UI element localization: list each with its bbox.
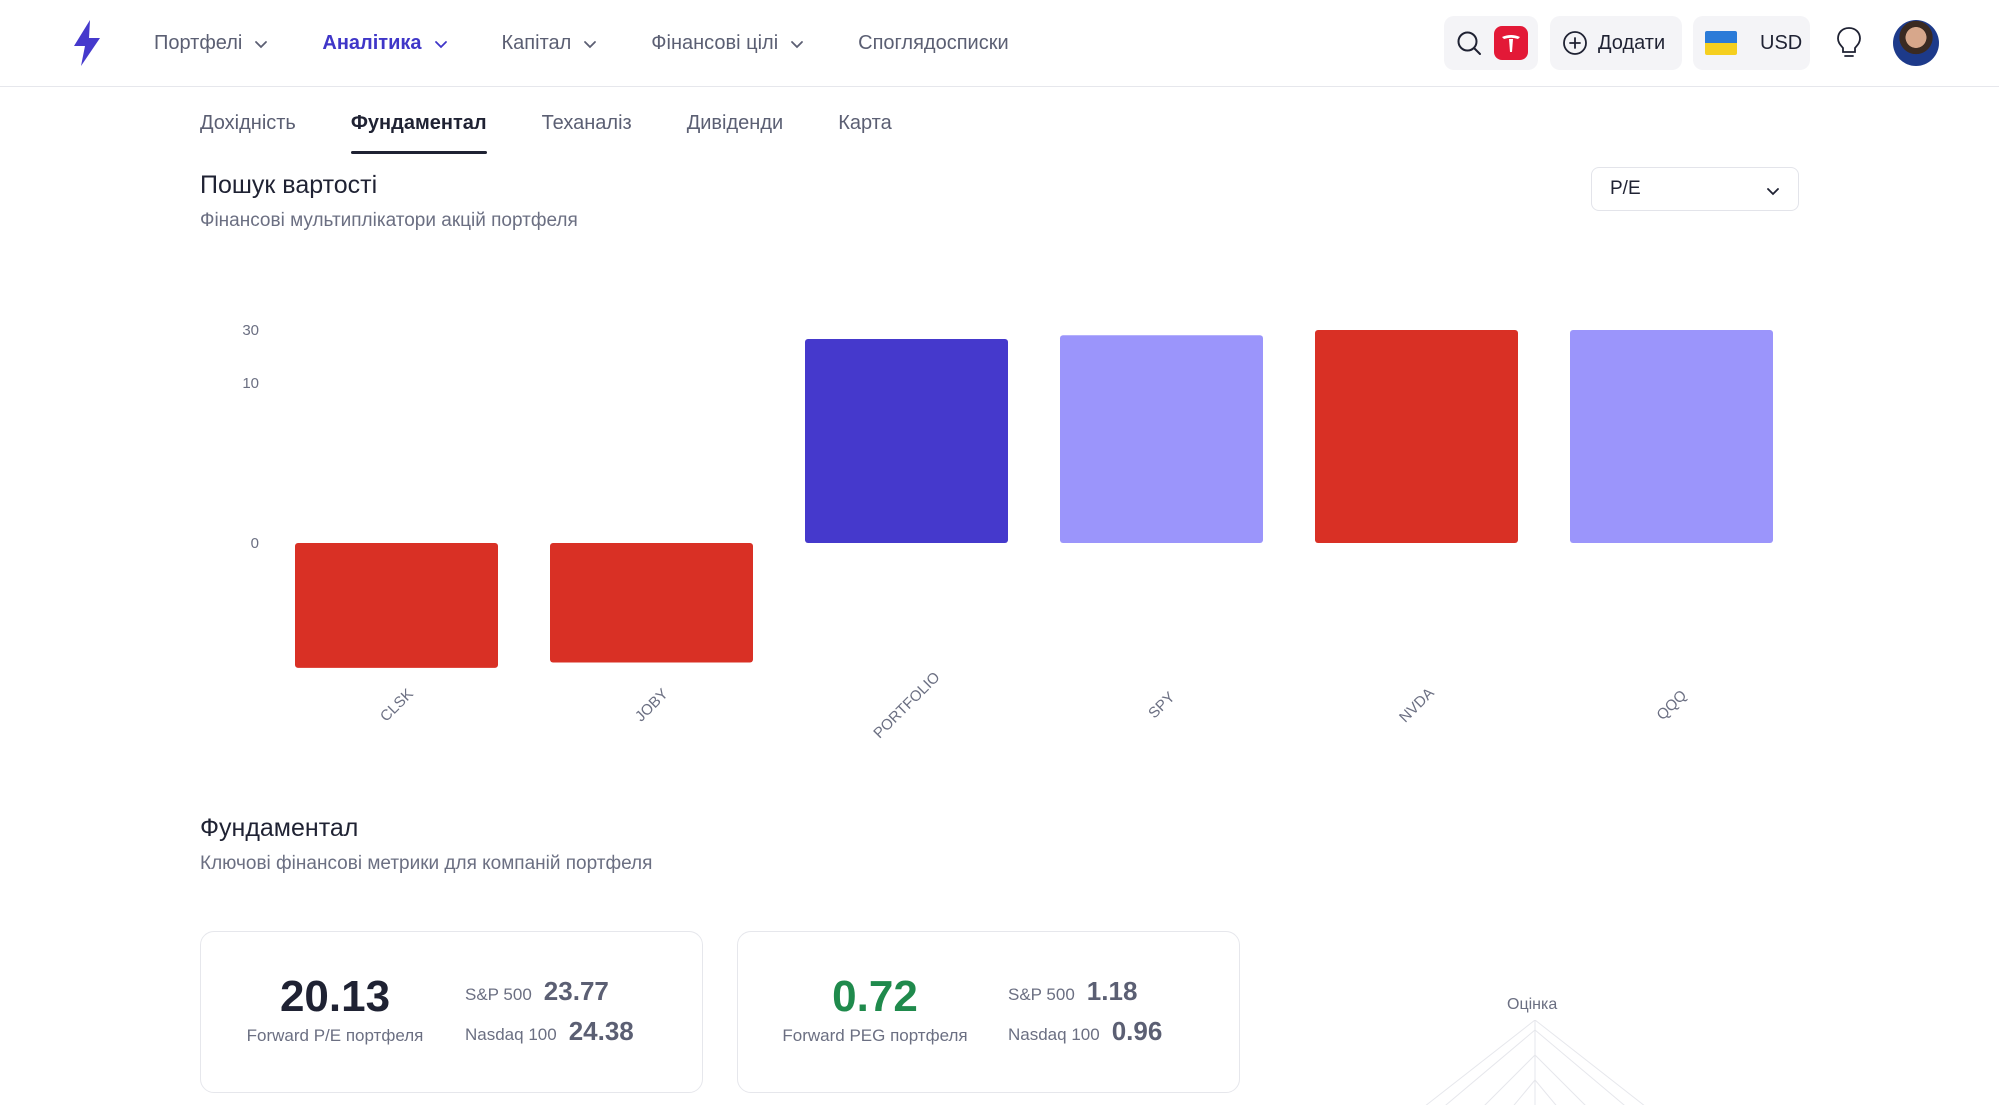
forward-pe-nasdaq: Nasdaq 100 24.38 [465, 1016, 634, 1047]
add-button-label: Додати [1598, 31, 1666, 54]
forward-pe-card: 20.13 Forward P/E портфеля S&P 500 23.77… [200, 931, 703, 1093]
forward-peg-card: 0.72 Forward PEG портфеля S&P 500 1.18 N… [737, 931, 1240, 1093]
fundamental-section-title: Фундаментал [200, 814, 359, 842]
chevron-down-icon [1767, 188, 1779, 196]
tab-technical[interactable]: Теханаліз [541, 112, 632, 134]
nav-portfolios-label: Портфелі [154, 32, 243, 54]
nav-watchlists-label: Споглядосписки [858, 32, 1009, 54]
nasdaq-value: 0.96 [1111, 1016, 1163, 1046]
tab-map[interactable]: Карта [838, 112, 892, 134]
nasdaq-label: Nasdaq 100 [465, 1025, 557, 1044]
tab-returns[interactable]: Дохідність [200, 112, 296, 134]
forward-pe-value: 20.13 [279, 972, 391, 1021]
x-tick-label: PORTFOLIO [870, 669, 943, 742]
forward-peg-nasdaq: Nasdaq 100 0.96 [1008, 1016, 1162, 1047]
nav-financial-goals-label: Фінансові цілі [651, 32, 779, 54]
tab-dividends[interactable]: Дивіденди [686, 112, 784, 134]
forward-pe-main: 20.13 Forward P/E портфеля [235, 972, 435, 1046]
nav-capital[interactable]: Капітал [502, 32, 600, 55]
chevron-down-icon [791, 40, 804, 48]
fundamental-section-subtitle: Ключові фінансові метрики для компаній п… [200, 853, 653, 874]
forward-peg-label: Forward PEG портфеля [782, 1026, 968, 1045]
x-tick-label: QQQ [1653, 687, 1690, 724]
currency-selector[interactable]: USD [1693, 16, 1810, 70]
sp500-value: 1.18 [1086, 976, 1138, 1006]
radar-chart-label: Оцінка [1507, 996, 1558, 1013]
forward-peg-main: 0.72 Forward PEG портфеля [770, 972, 980, 1046]
nasdaq-value: 24.38 [568, 1016, 634, 1046]
nasdaq-label: Nasdaq 100 [1008, 1025, 1100, 1044]
forward-pe-label: Forward P/E портфеля [246, 1026, 424, 1045]
bar-portfolio[interactable] [805, 338, 1008, 543]
x-tick-label: JOBY [632, 685, 672, 725]
bar-clsk[interactable] [295, 543, 498, 668]
sp500-value: 23.77 [543, 976, 609, 1006]
nav-portfolios[interactable]: Портфелі [154, 32, 270, 55]
bar-joby[interactable] [550, 543, 753, 663]
sp500-label: S&P 500 [1008, 985, 1075, 1004]
value-section-title: Пошук вартості [200, 171, 378, 199]
add-button[interactable]: Додати [1550, 16, 1682, 70]
nav-analytics[interactable]: Аналітика [322, 32, 449, 55]
bar-nvda[interactable] [1315, 330, 1518, 543]
value-section-subtitle: Фінансові мультиплікатори акцій портфеля [200, 210, 578, 231]
search-icon [1457, 31, 1481, 55]
forward-peg-sp500: S&P 500 1.18 [1008, 976, 1137, 1007]
x-tick-label: CLSK [377, 685, 417, 725]
bar-qqq[interactable] [1570, 330, 1773, 543]
bar-spy[interactable] [1060, 335, 1263, 543]
nav-watchlists[interactable]: Споглядосписки [858, 32, 1008, 55]
forward-pe-sp500: S&P 500 23.77 [465, 976, 609, 1007]
chevron-down-icon [434, 40, 447, 48]
user-avatar[interactable] [1893, 20, 1939, 66]
plus-circle-icon [1563, 31, 1587, 55]
y-tick-label: 0 [251, 535, 259, 552]
pe-bar-chart: 0 10 30 CLSK JOBY PORTFOLIO SPY NVDA QQQ [242, 322, 1773, 742]
metric-dropdown[interactable]: P/E [1591, 167, 1799, 211]
nav-financial-goals[interactable]: Фінансові цілі [651, 32, 806, 55]
top-navigation-bar: Портфелі Аналітика Капітал Фінансові ціл… [0, 0, 1999, 87]
y-tick-label: 10 [242, 375, 259, 392]
currency-label: USD [1760, 31, 1803, 54]
x-tick-label: NVDA [1396, 685, 1437, 726]
nav-analytics-label: Аналітика [322, 32, 422, 54]
tesla-icon[interactable] [1494, 26, 1528, 60]
chevron-down-icon [255, 40, 268, 48]
lightbulb-icon[interactable] [1834, 26, 1864, 60]
forward-peg-value: 0.72 [832, 972, 918, 1021]
nav-capital-label: Капітал [501, 32, 572, 54]
ukraine-flag-icon [1705, 31, 1737, 55]
logo-bolt-icon[interactable] [72, 20, 102, 66]
metric-dropdown-value: P/E [1610, 178, 1641, 199]
main-nav: Портфелі Аналітика Капітал Фінансові ціл… [154, 0, 1061, 87]
tab-fundamental[interactable]: Фундаментал [350, 88, 487, 156]
search-button[interactable] [1444, 16, 1538, 70]
sp500-label: S&P 500 [465, 985, 532, 1004]
radar-chart [1425, 1020, 1645, 1105]
x-tick-label: SPY [1145, 689, 1178, 722]
analytics-subtabs: Дохідність Фундаментал Теханаліз Дивіден… [200, 88, 947, 156]
y-tick-label: 30 [242, 322, 259, 339]
chevron-down-icon [584, 40, 597, 48]
